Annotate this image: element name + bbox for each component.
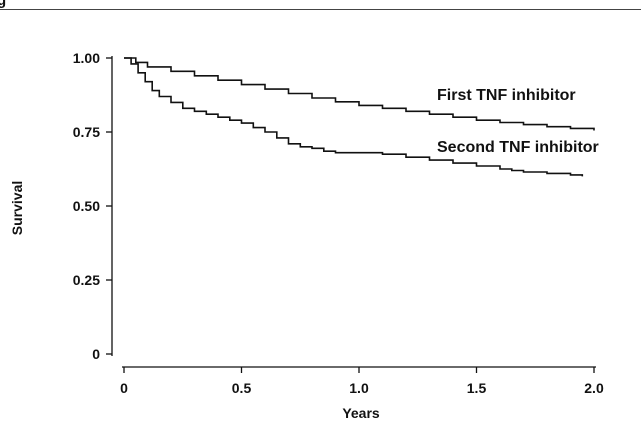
y-tick-label: 0.75 xyxy=(73,124,100,140)
series-line-1 xyxy=(124,57,595,131)
x-tick-label: 1.5 xyxy=(467,380,487,396)
y-tick-label: 0.25 xyxy=(73,272,100,288)
y-tick-label: 0 xyxy=(92,346,100,362)
series-line-2 xyxy=(124,57,584,177)
x-tick-label: 0 xyxy=(120,380,128,396)
y-axis-title: Survival xyxy=(9,181,25,235)
series-labels-group: First TNF inhibitor Second TNF inhibitor xyxy=(437,87,599,156)
y-tick-label: 0.50 xyxy=(73,198,100,214)
series-group xyxy=(124,57,595,177)
ticks-group: 0 0.25 0.50 0.75 1.00 0 0.5 1.0 1.5 2.0 xyxy=(73,50,604,396)
figure-label: g xyxy=(0,0,7,9)
series-label-1: First TNF inhibitor xyxy=(437,87,576,104)
y-tick-label: 1.00 xyxy=(73,50,100,66)
series-label-2: Second TNF inhibitor xyxy=(437,139,599,156)
x-tick-label: 1.0 xyxy=(349,380,369,396)
x-tick-label: 2.0 xyxy=(584,380,604,396)
x-tick-label: 0.5 xyxy=(232,380,252,396)
top-rule xyxy=(0,9,641,10)
x-axis-title: Years xyxy=(342,405,380,421)
